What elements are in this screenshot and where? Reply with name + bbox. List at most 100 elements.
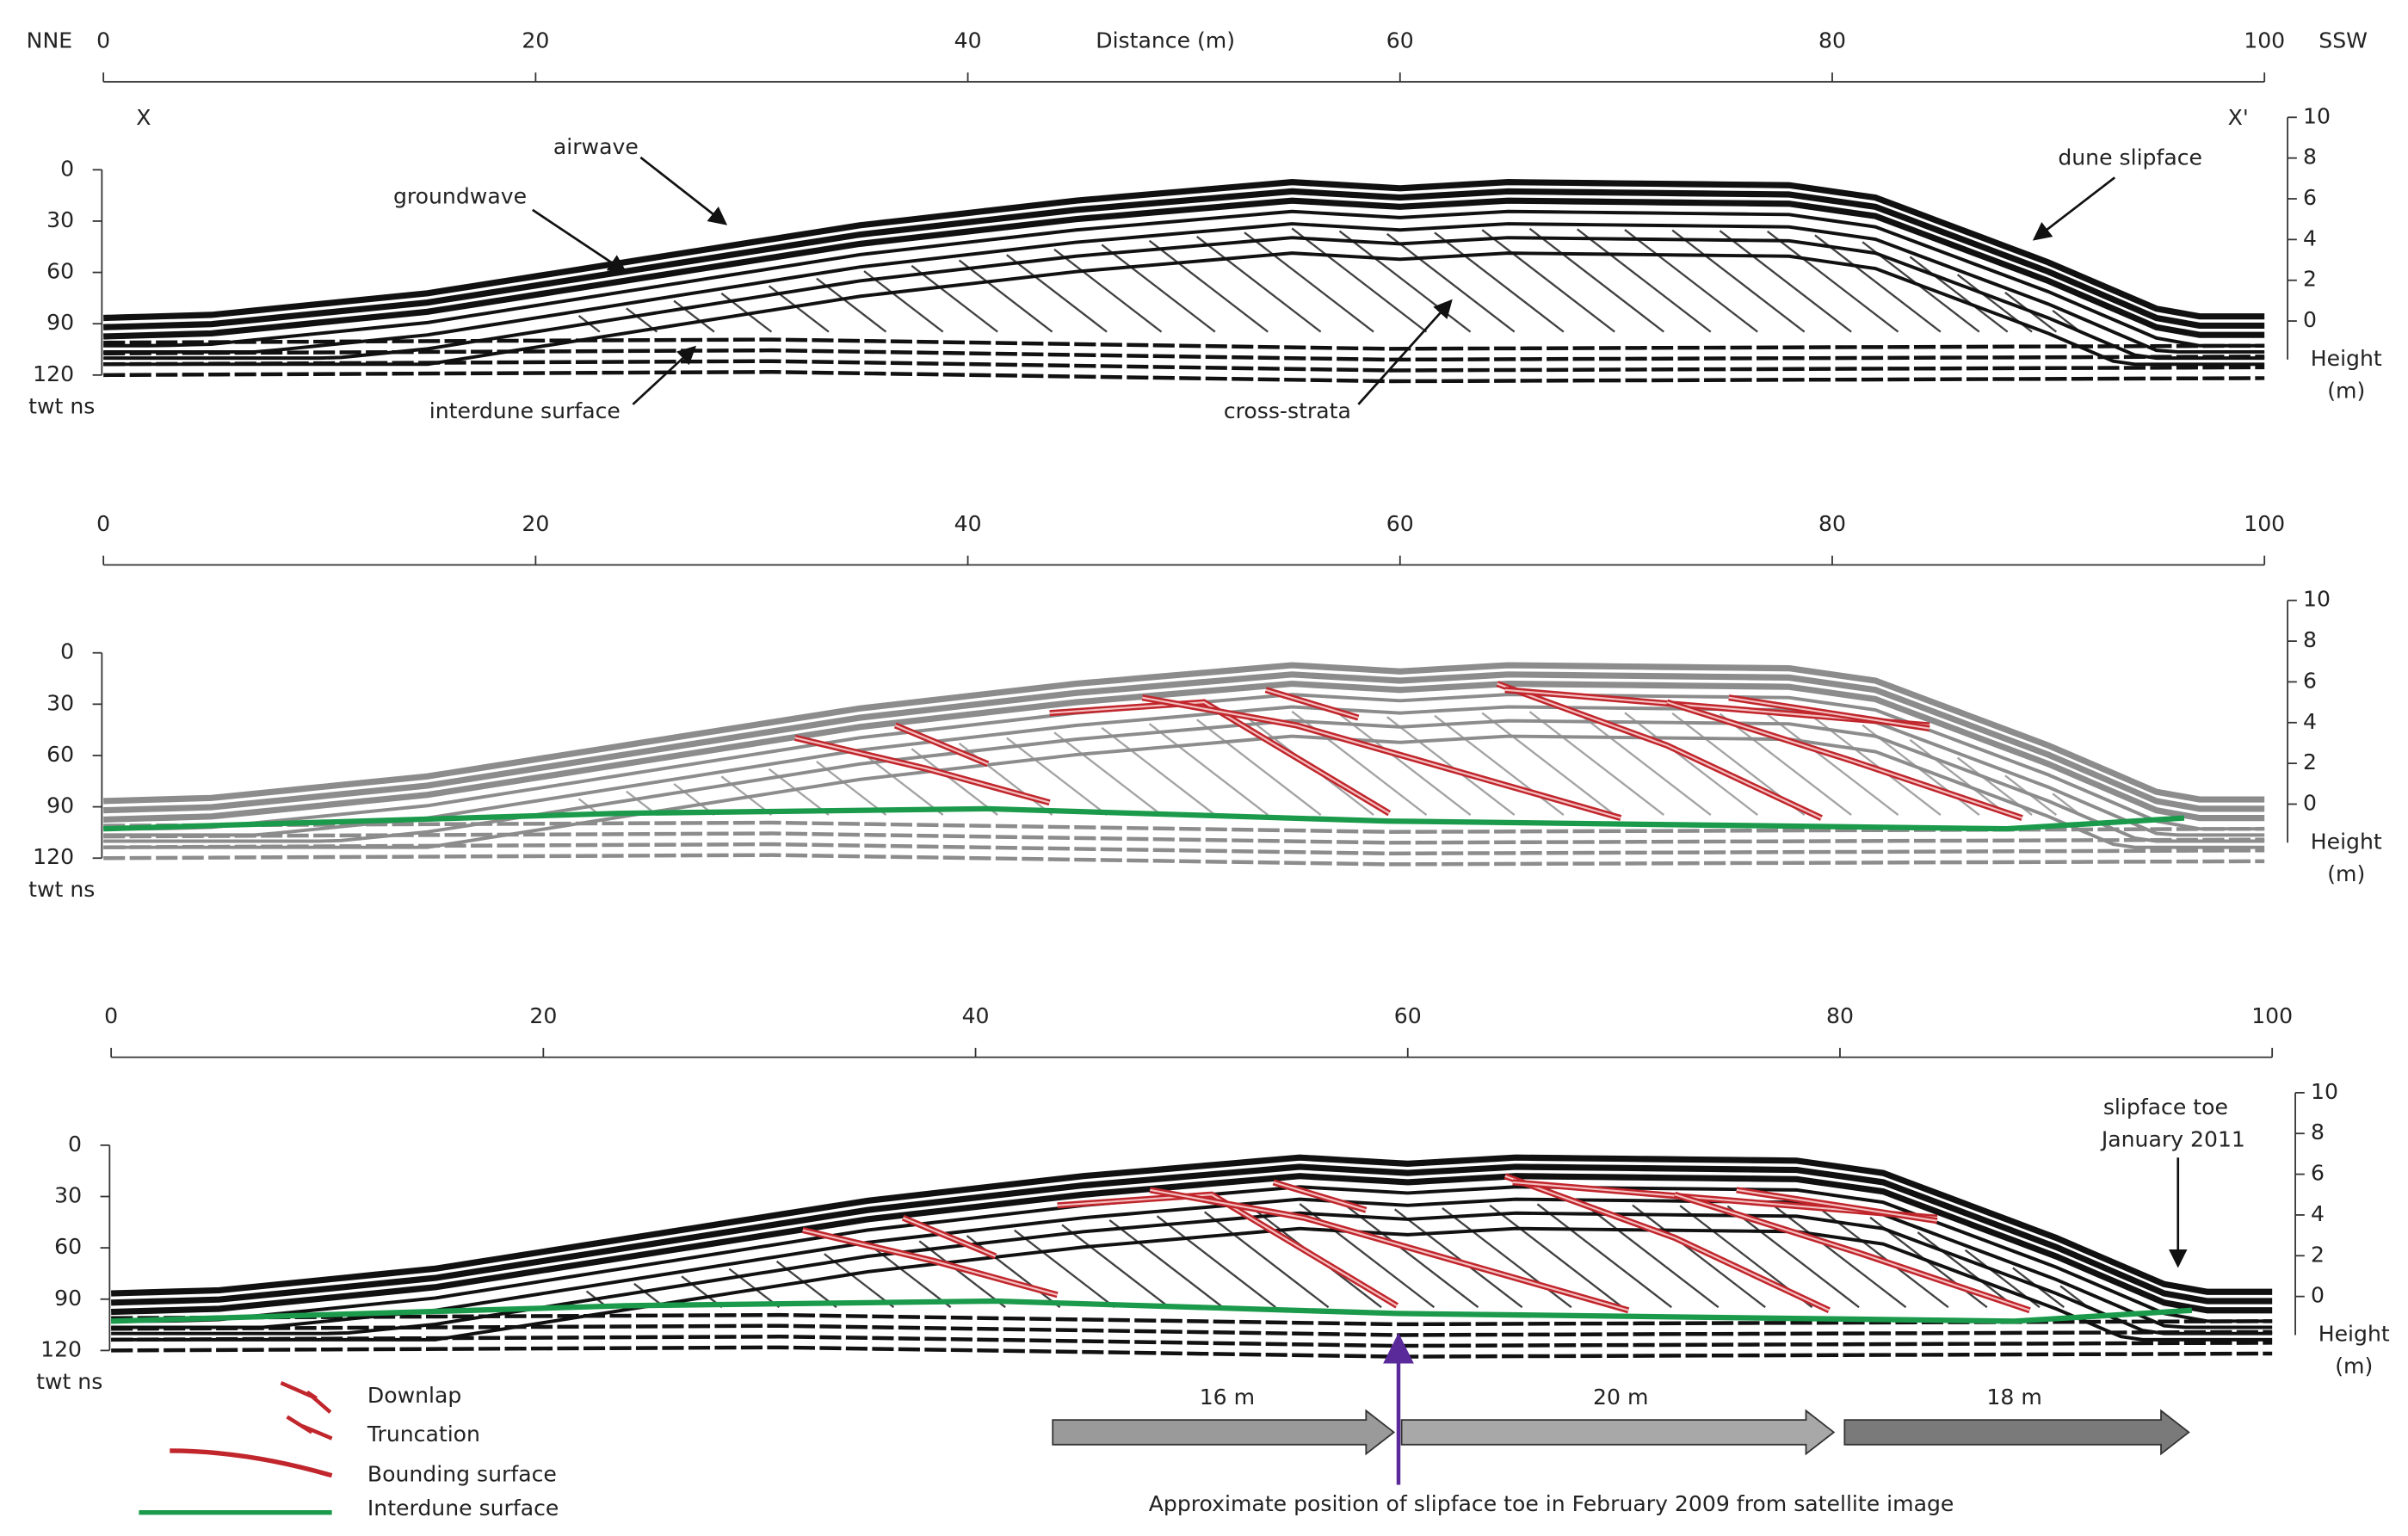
cross-stratum (1053, 731, 1163, 816)
reflection (111, 1163, 2273, 1306)
cross-stratum (577, 315, 601, 333)
legend-label: Interdune surface (367, 1496, 559, 1521)
interdune-line (103, 805, 2185, 832)
depth-tick-label: 120 (33, 844, 74, 869)
cross-stratum (1536, 1203, 1672, 1309)
radargram-panel (100, 1047, 2305, 1359)
reflection (103, 853, 2265, 867)
cross-stratum (1774, 1206, 1907, 1309)
annotation: groundwave (393, 184, 527, 209)
profile-end: X (136, 105, 151, 130)
reflection (103, 179, 2265, 322)
depth-tick-label: 90 (46, 310, 74, 335)
height-tick-label: 8 (2311, 1120, 2325, 1144)
depth-tick-label: 60 (54, 1234, 82, 1259)
annotation-arrow (632, 345, 697, 405)
distance-tick-label: 0 (96, 511, 110, 536)
depth-tick-label: 120 (33, 361, 74, 386)
bounding-surface-core (902, 1217, 997, 1257)
reflection (103, 734, 2265, 849)
depth-tick-label: 0 (60, 156, 74, 181)
radargram (103, 662, 2265, 867)
bounding-surface-icon (170, 1448, 333, 1478)
depth-tick-label: 90 (54, 1286, 82, 1311)
annotation: January 2011 (2100, 1126, 2245, 1151)
migration-arrow (1400, 1409, 1836, 1456)
height-tick-label: 10 (2303, 587, 2331, 612)
reflection (111, 1226, 2273, 1342)
cross-stratum (1909, 738, 2009, 816)
bounding-surface (1149, 1187, 1630, 1314)
height-tick-label: 4 (2303, 709, 2317, 734)
cross-stratum (1956, 274, 2033, 333)
cross-stratum (1101, 244, 1216, 333)
reflection (103, 348, 2265, 362)
bounding-surface-core (794, 737, 1050, 804)
truncation-icon (286, 1415, 333, 1440)
cross-stratum (1156, 1215, 1276, 1309)
bounding-surface-core (1273, 1181, 1367, 1212)
distance-tick-label: 100 (2244, 28, 2285, 52)
reflection (103, 842, 2265, 856)
bounding-surface (1141, 694, 1622, 822)
distance-tick-label: 60 (1394, 1003, 1422, 1028)
bounding-surface-core (1497, 682, 1822, 819)
distance-tick-label: 40 (954, 511, 982, 536)
cross-stratum (1386, 716, 1516, 816)
depth-unit: twt ns (28, 394, 95, 419)
bounding-surface-core (802, 1229, 1058, 1296)
reflection (111, 1323, 2273, 1337)
radargram (103, 179, 2265, 384)
cross-stratum (918, 1240, 1006, 1309)
cross-stratum (1434, 714, 1565, 816)
cross-stratum (1346, 1206, 1479, 1309)
distance-tick-label: 40 (962, 1003, 990, 1028)
annotation: slipface toe (2103, 1095, 2228, 1120)
cross-stratum (1719, 712, 1852, 816)
cross-stratum (1584, 1203, 1720, 1309)
depth-tick-label: 30 (46, 207, 74, 232)
distance-tick-label: 40 (954, 28, 982, 52)
cross-stratum (728, 1268, 781, 1309)
cross-stratum (863, 753, 944, 816)
distance-tick-label: 60 (1386, 511, 1414, 536)
reflection (103, 359, 2265, 373)
cross-stratum (1338, 713, 1472, 816)
height-tick-label: 2 (2311, 1242, 2325, 1267)
depth-tick-label: 30 (46, 690, 74, 715)
legend-label: Bounding surface (367, 1462, 557, 1487)
height-tick-label: 0 (2311, 1283, 2325, 1308)
cross-stratum (720, 293, 773, 333)
profile-end: X' (2228, 105, 2249, 130)
annotation: dune slipface (2058, 145, 2202, 170)
cross-stratum (1632, 1204, 1766, 1309)
cross-stratum (1917, 1231, 2016, 1309)
reflection (103, 251, 2265, 367)
height-tick-label: 2 (2303, 267, 2317, 292)
legend-label: Truncation (367, 1422, 480, 1447)
reflection (111, 1173, 2273, 1316)
reflection (103, 236, 2265, 361)
height-tick-label: 8 (2303, 145, 2317, 170)
cross-stratum (911, 264, 998, 333)
direction-label: NNE (27, 28, 72, 52)
downlap-icon (280, 1381, 332, 1414)
reflection (103, 820, 2265, 834)
reflection (103, 831, 2265, 845)
depth-tick-label: 90 (46, 793, 74, 818)
direction-label: SSW (2318, 28, 2368, 52)
height-label: Height (2318, 1321, 2390, 1346)
annotation-arrow (2032, 176, 2116, 241)
height-tick-label: 6 (2303, 668, 2317, 693)
cross-stratum (1014, 1229, 1115, 1309)
distance-tick-label: 100 (2251, 1003, 2293, 1028)
cross-stratum (1528, 711, 1665, 816)
height-tick-label: 0 (2303, 790, 2317, 815)
distance-tick-label: 80 (1826, 1003, 1854, 1028)
height-label: (m) (2335, 1354, 2373, 1379)
cross-stratum (768, 285, 830, 333)
radargram-panel (92, 555, 2297, 867)
cross-stratum (1196, 236, 1322, 333)
cross-stratum (1576, 228, 1712, 333)
